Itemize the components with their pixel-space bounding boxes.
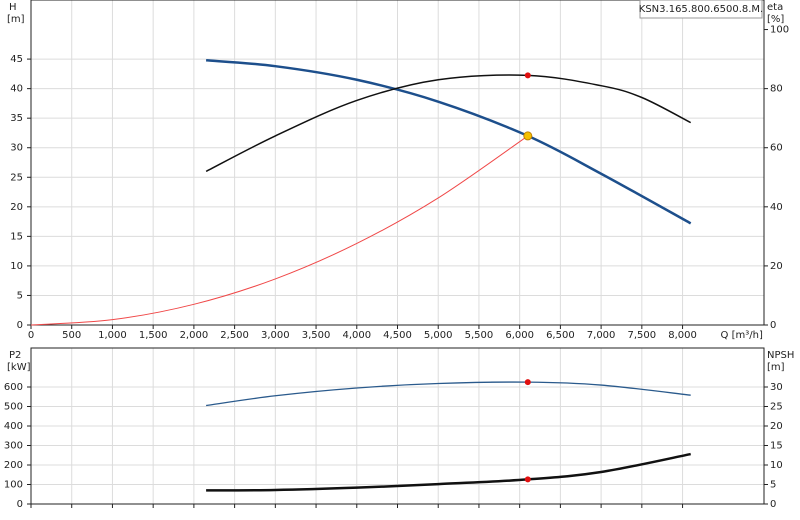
- x-tick-label: 5,500: [465, 330, 494, 341]
- y-axis-label: H: [9, 2, 17, 13]
- y-tick-label: 45: [10, 54, 23, 65]
- y-axis-unit: [kW]: [7, 362, 31, 373]
- y2-tick-label: 0: [770, 499, 776, 510]
- plot-frame: [30, 0, 765, 326]
- x-tick-label: 7,500: [628, 330, 657, 341]
- title-box: [639, 0, 763, 19]
- y2-tick-label: 25: [770, 402, 783, 413]
- x-tick-label: 3,500: [302, 330, 331, 341]
- curve: [206, 381, 691, 407]
- curve: [30, 135, 529, 326]
- y2-axis-unit: [m]: [767, 362, 785, 373]
- y2-tick-label: 5: [770, 480, 776, 491]
- y2-tick-label: 40: [770, 202, 783, 213]
- x-tick-label: 8,000: [668, 330, 697, 341]
- y-tick-label: 25: [10, 172, 23, 183]
- y-tick-label: 15: [10, 231, 23, 242]
- y-tick-label: 300: [4, 441, 23, 452]
- y2-tick-label: 0: [770, 320, 776, 331]
- x-tick-label: 5,000: [424, 330, 453, 341]
- x-tick-label: 2,500: [220, 330, 249, 341]
- duty-point: [524, 476, 531, 483]
- y-tick-label: 100: [4, 480, 23, 491]
- x-tick-label: 1,500: [139, 330, 168, 341]
- y-axis-unit: [m]: [7, 14, 25, 25]
- y2-tick-label: 15: [770, 441, 783, 452]
- duty-point: [523, 131, 533, 141]
- y-tick-label: 35: [10, 113, 23, 124]
- y2-axis-label: eta: [767, 2, 783, 13]
- y-tick-label: 0: [17, 499, 23, 510]
- duty-point: [524, 379, 531, 386]
- curve: [205, 59, 692, 225]
- plot-frame: [30, 347, 765, 505]
- curve: [205, 74, 692, 173]
- x-axis-label: Q [m³/h]: [721, 330, 763, 341]
- chart-title: KSN3.165.800.6500.8.M.: [639, 4, 763, 15]
- x-tick-label: 3,000: [261, 330, 290, 341]
- y2-tick-label: 60: [770, 143, 783, 154]
- y-tick-label: 30: [10, 143, 23, 154]
- x-tick-label: 7,000: [587, 330, 616, 341]
- y2-tick-label: 100: [770, 25, 789, 36]
- y2-tick-label: 10: [770, 460, 783, 471]
- x-tick-label: 500: [62, 330, 81, 341]
- y2-axis-unit: [%]: [767, 14, 784, 25]
- x-tick-label: 4,000: [342, 330, 371, 341]
- y2-tick-label: 20: [770, 421, 783, 432]
- y-tick-label: 400: [4, 421, 23, 432]
- y-tick-label: 10: [10, 261, 23, 272]
- y2-axis-label: NPSH: [767, 350, 794, 361]
- y-tick-label: 200: [4, 460, 23, 471]
- x-tick-label: 4,500: [383, 330, 412, 341]
- y-tick-label: 5: [17, 290, 23, 301]
- x-tick-label: 2,000: [180, 330, 209, 341]
- x-tick-label: 0: [28, 330, 34, 341]
- y-tick-label: 500: [4, 402, 23, 413]
- y-axis-label: P2: [9, 350, 21, 361]
- curve: [206, 452, 691, 492]
- y-tick-label: 40: [10, 84, 23, 95]
- duty-point: [524, 72, 531, 79]
- y-tick-label: 20: [10, 202, 23, 213]
- x-tick-label: 6,000: [505, 330, 534, 341]
- y2-tick-label: 20: [770, 261, 783, 272]
- y2-tick-label: 30: [770, 382, 783, 393]
- y2-tick-label: 80: [770, 84, 783, 95]
- x-tick-label: 6,500: [546, 330, 575, 341]
- x-tick-label: 1,000: [98, 330, 127, 341]
- y-tick-label: 600: [4, 382, 23, 393]
- y-tick-label: 0: [17, 320, 23, 331]
